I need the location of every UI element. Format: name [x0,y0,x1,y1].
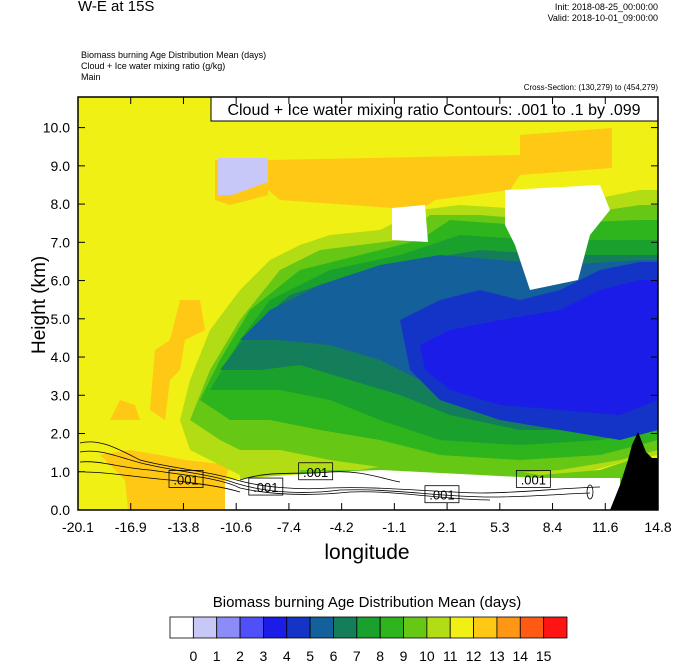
x-tick-label: 11.6 [592,519,618,535]
y-tick-label: 1.0 [51,464,71,480]
colorbar-swatch [519,616,545,639]
field-3: Main [81,72,101,82]
init-time: Init: 2018-08-25_00:00:00 [554,2,658,12]
x-tick-label: -13.8 [167,519,199,535]
colorbar-label: 14 [513,648,529,664]
x-tick-label: 2.1 [437,519,457,535]
cross-section-label: Cross-Section: (130,279) to (454,279) [523,83,658,92]
colorbar-label: 13 [489,648,505,664]
y-tick-label: 3.0 [51,387,71,403]
y-tick-label: 4.0 [51,349,71,365]
colorbar-label: 2 [236,648,244,664]
colorbar-label: 9 [400,648,408,664]
y-tick-label: 0.0 [51,502,71,518]
colorbar-label: 5 [306,648,314,664]
x-axis-label: longitude [324,541,410,564]
colorbar-label: 1 [213,648,221,664]
colorbar-swatch [263,616,288,639]
contour-label-box [168,470,204,488]
colorbar-title: Biomass burning Age Distribution Mean (d… [212,594,522,611]
contour-label: .001 [429,488,454,503]
colorbar-swatch [543,616,568,639]
field-2: Cloud + Ice water mixing ratio (g/kg) [81,61,226,71]
field-list: Biomass burning Age Distribution Mean (d… [81,50,266,83]
colorbar-swatch [473,616,498,639]
colorbar-swatch [379,616,404,639]
colorbar-label: 7 [353,648,361,664]
axes: -20.1 -16.9 -13.8 -10.6 -7.4 -4.2 -1.1 2.1 5.3 8.… [43,97,672,535]
colorbar-swatch [169,616,194,639]
colorbar-swatch [403,616,428,639]
x-tick-label: 14.8 [644,519,671,535]
y-axis-label: Height (km) [29,255,50,354]
contour-label: .001 [303,465,328,480]
y-tick-label: 2.0 [51,426,71,442]
colorbar-label: 11 [443,648,458,664]
x-tick-label: 8.4 [543,519,563,535]
colorbar-label: 10 [419,648,435,664]
contour-label-box [424,485,460,504]
x-tick-label: -1.1 [382,519,406,535]
colorbar-label: 0 [189,648,197,664]
y-tick-label: 7.0 [51,234,71,250]
colorbar-swatch [216,616,241,639]
y-tick-label: 6.0 [51,273,71,289]
colorbar-label: 8 [376,648,384,664]
y-tick-label: 8.0 [51,196,71,212]
colorbar-label: 3 [260,648,268,664]
contour-label: .001 [173,472,198,487]
colorbar-swatch [239,616,264,639]
x-tick-label: -7.4 [277,519,301,535]
contour-label: .001 [253,480,278,495]
x-tick-label: -16.9 [115,519,147,535]
timestamp-block: Init: 2018-08-25_00:00:00 Valid: 2018-10… [548,2,658,24]
contour-label-box [298,462,334,481]
contour-label-box [248,477,284,496]
heatmap-fill [78,97,658,510]
colorbar-label: 6 [330,648,338,664]
field-1: Biomass burning Age Distribution Mean (d… [81,50,267,60]
colorbar-label: 12 [466,648,482,664]
plot-title: W-E at 15S [78,0,155,15]
y-tick-label: 10.0 [43,120,70,136]
x-tick-label: -20.1 [62,519,94,535]
contour-title: Cloud + Ice water mixing ratio Contours:… [227,102,640,119]
x-tick-label: -4.2 [330,519,354,535]
colorbar-label: 15 [536,648,552,664]
colorbar-swatch [356,616,381,639]
colorbar-swatch [426,616,451,639]
contour-labels: .001 .001 .001 .001 .001 [168,462,551,504]
x-tick-label: 5.3 [490,519,510,535]
colorbar-swatch [496,616,521,639]
colorbar-swatch [309,616,334,639]
colorbar-label: 4 [283,648,291,664]
x-tick-label: -10.6 [220,519,252,535]
colorbar: 0 1 2 3 4 5 6 7 8 9 10 11 12 13 14 15 [169,616,568,664]
contour-label-box [515,470,551,488]
colorbar-swatch [286,616,311,639]
colorbar-swatch [333,616,358,639]
y-tick-label: 5.0 [51,311,71,327]
colorbar-swatch [192,616,218,639]
y-tick-label: 9.0 [51,158,71,174]
contour-lines [79,441,601,501]
contour-title-box [210,96,659,122]
contour-label: .001 [521,472,546,487]
colorbar-swatch [449,616,474,639]
valid-time: Valid: 2018-10-01_09:00:00 [547,13,658,23]
plot-frame [77,96,659,511]
